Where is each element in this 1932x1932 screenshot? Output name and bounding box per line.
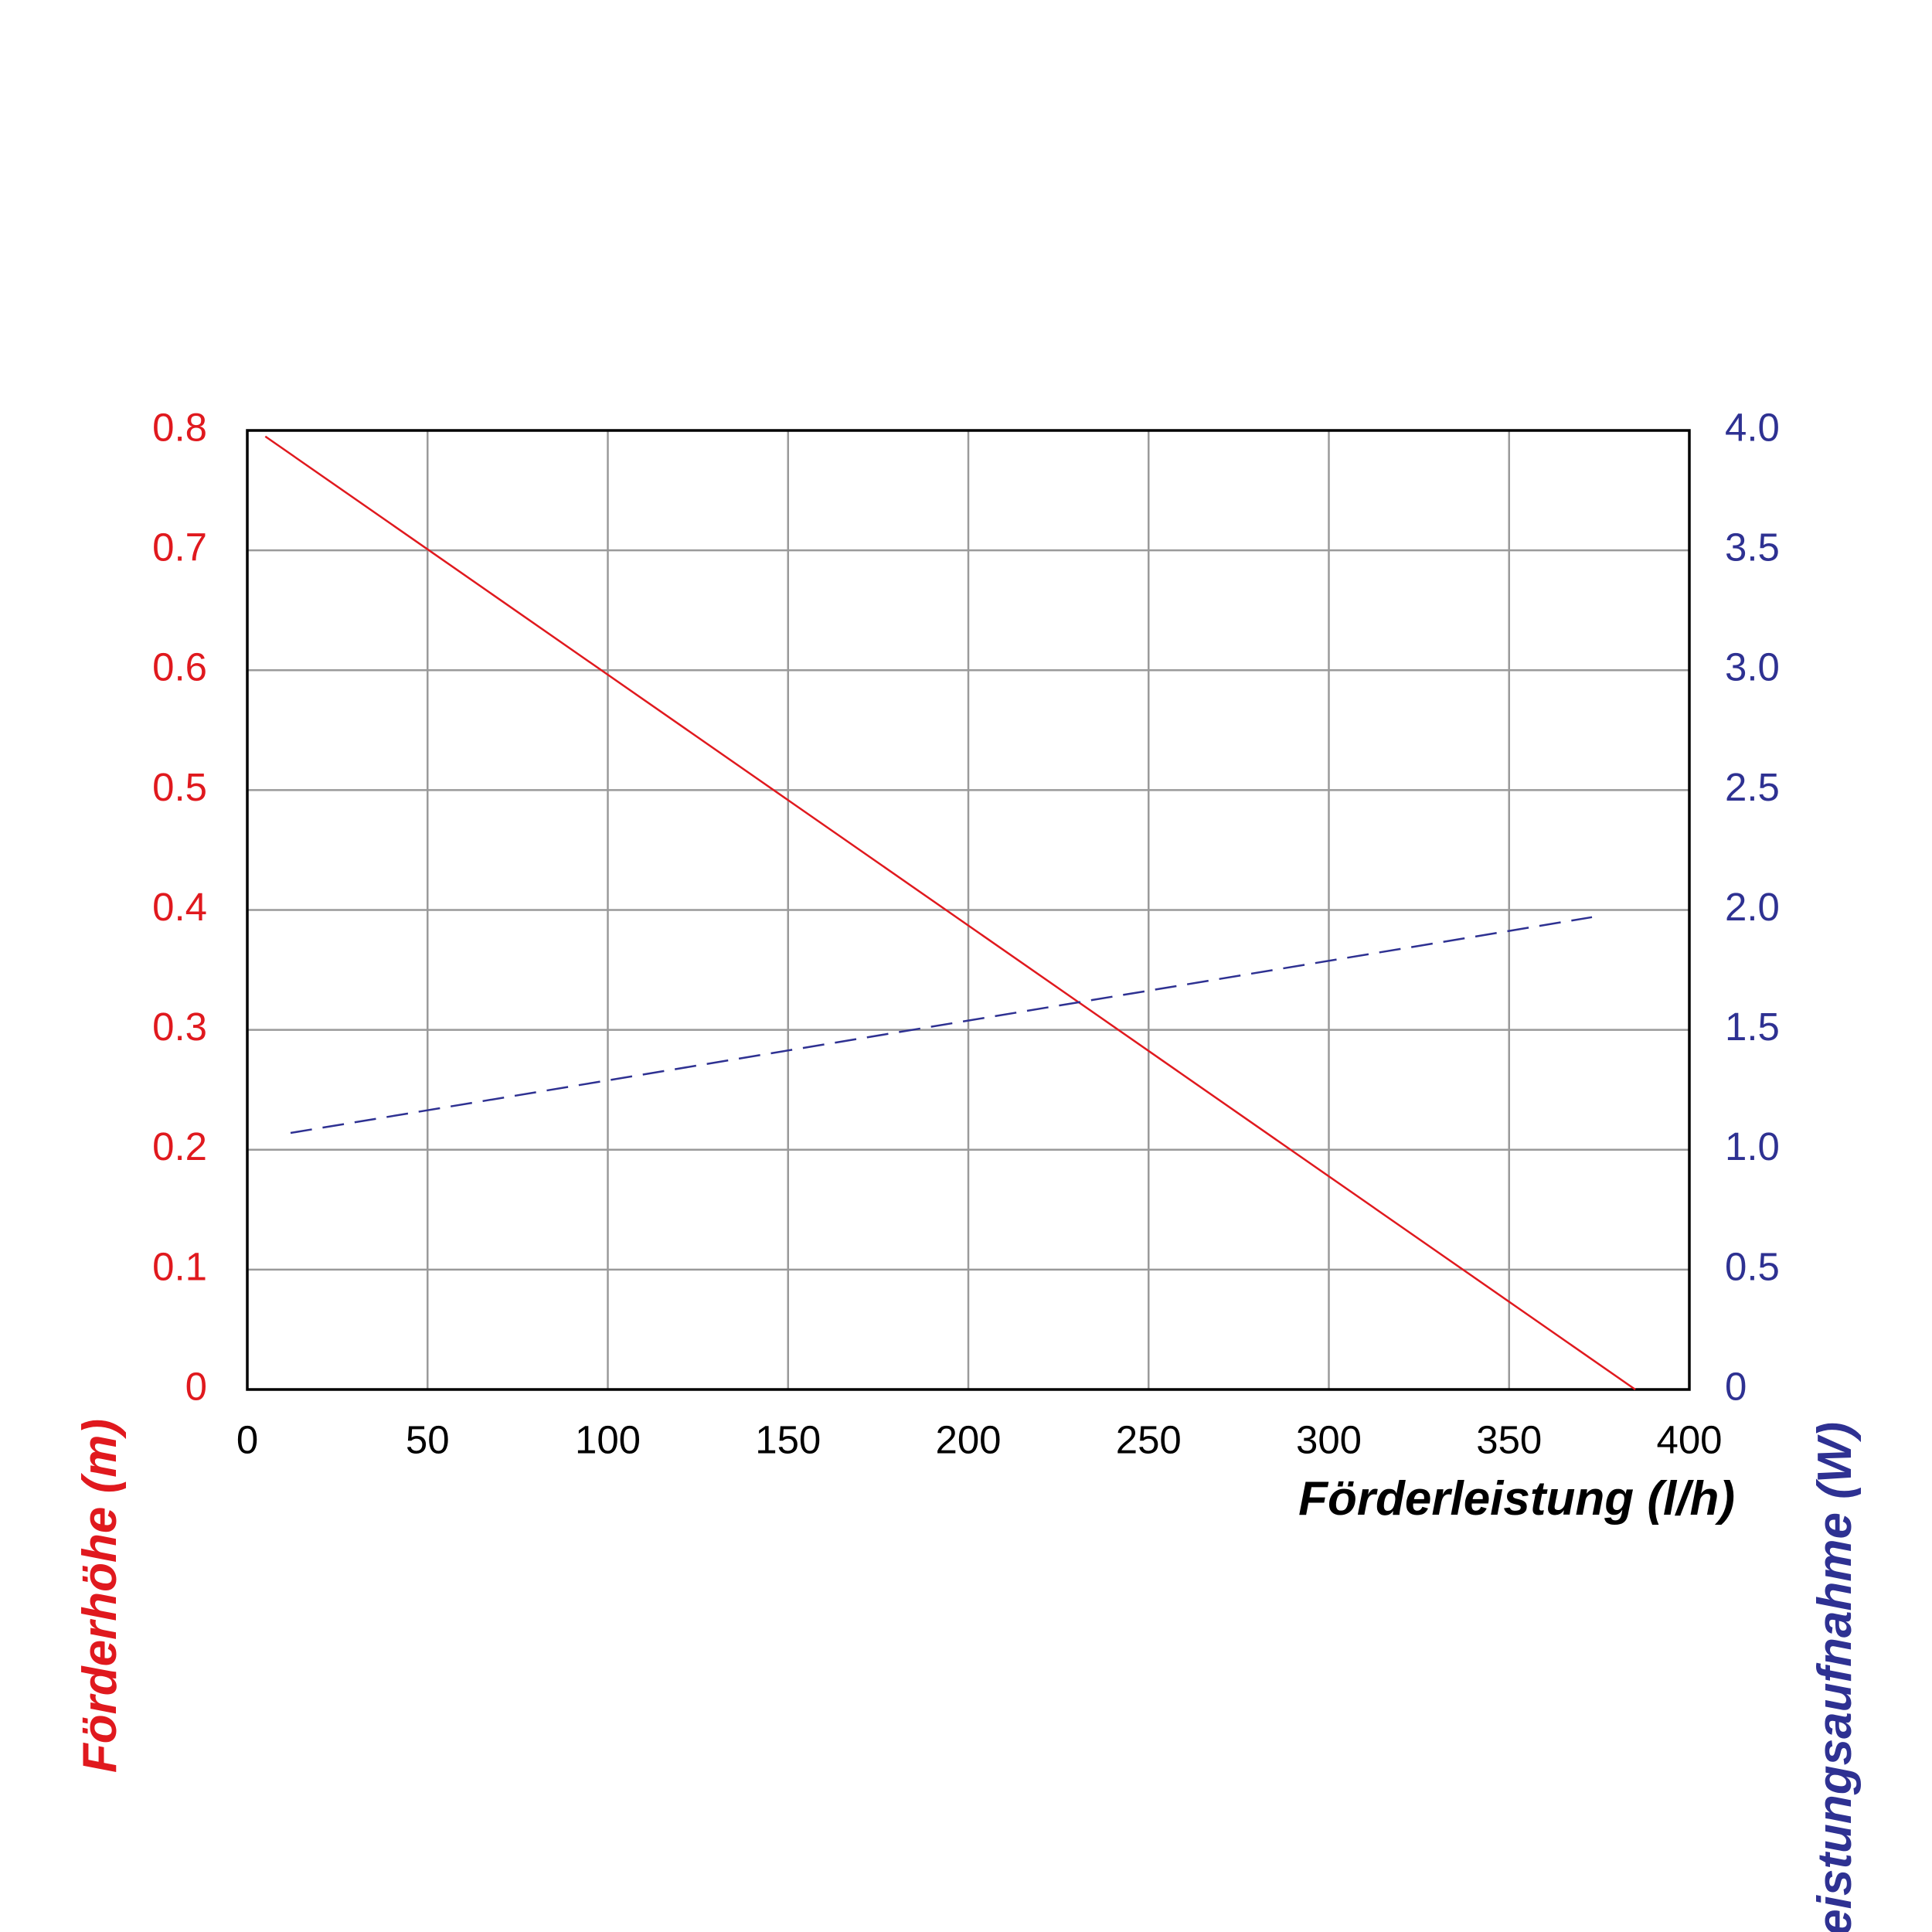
x-tick-label: 50 xyxy=(406,1417,450,1461)
plot-frame xyxy=(246,429,1691,1391)
x-tick-label: 150 xyxy=(755,1417,821,1461)
y2-tick-label: 4.0 xyxy=(1725,405,1780,449)
y-tick-label: 0.1 xyxy=(152,1244,207,1288)
y2-tick-label: 1.0 xyxy=(1725,1124,1780,1168)
series-line xyxy=(264,435,1636,1391)
y2-tick-label: 2.5 xyxy=(1725,765,1780,809)
y-tick-label: 0.6 xyxy=(152,645,207,689)
y2-tick-label: 0 xyxy=(1725,1364,1747,1408)
x-tick-label: 0 xyxy=(236,1417,258,1461)
y-tick-label: 0.5 xyxy=(152,765,207,809)
y-tick-label: 0.4 xyxy=(152,885,207,929)
x-tick-label: 350 xyxy=(1476,1417,1542,1461)
y2-tick-label: 3.5 xyxy=(1725,526,1780,570)
y-tick-label: 0.7 xyxy=(152,526,207,570)
y-tick-label: 0.8 xyxy=(152,405,207,449)
x-tick-label: 300 xyxy=(1296,1417,1362,1461)
x-tick-label: 400 xyxy=(1656,1417,1722,1461)
x-tick-label: 100 xyxy=(575,1417,641,1461)
y2-tick-label: 0.5 xyxy=(1725,1244,1780,1288)
series-line xyxy=(290,916,1593,1134)
x-tick-label: 200 xyxy=(935,1417,1001,1461)
y-tick-label: 0.2 xyxy=(152,1124,207,1168)
x-tick-label: 250 xyxy=(1116,1417,1182,1461)
x-axis-title: Förderleistung (l/h) xyxy=(1298,1472,1735,1526)
y2-axis-title: Leistungsaufnahme (W) xyxy=(1808,1422,1862,1932)
y2-tick-label: 3.0 xyxy=(1725,645,1780,689)
y2-tick-label: 2.0 xyxy=(1725,885,1780,929)
y-tick-label: 0.3 xyxy=(152,1005,207,1049)
y-tick-label: 0 xyxy=(185,1364,207,1408)
y-axis-title: Förderhöhe (m) xyxy=(73,1419,127,1773)
y2-tick-label: 1.5 xyxy=(1725,1005,1780,1049)
